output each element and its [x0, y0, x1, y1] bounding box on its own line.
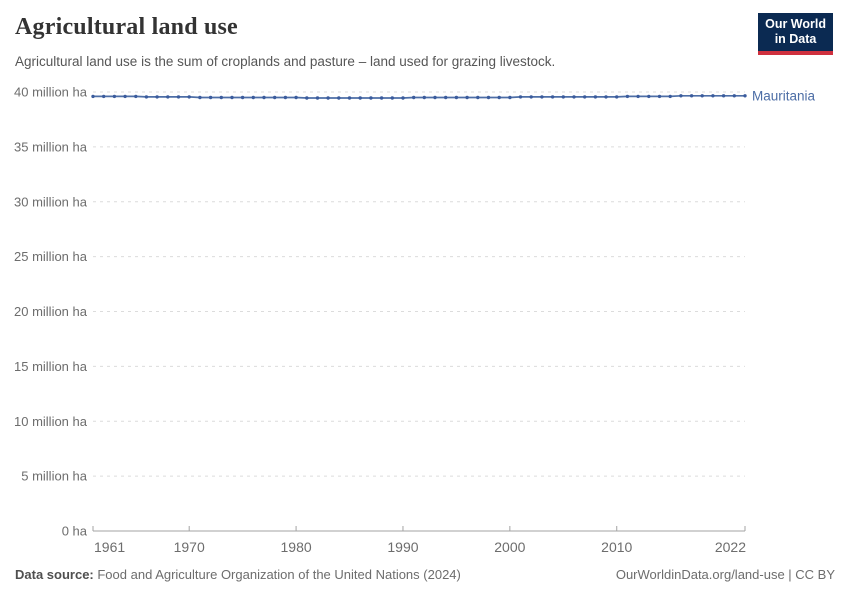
data-source-text: Food and Agriculture Organization of the…: [93, 567, 461, 582]
y-axis-label: 35 million ha: [14, 139, 88, 154]
data-point[interactable]: [476, 95, 480, 100]
y-axis-label: 0 ha: [62, 524, 88, 539]
chart-footer: Data source: Food and Agriculture Organi…: [15, 567, 835, 582]
y-axis-label: 30 million ha: [14, 194, 88, 209]
data-point[interactable]: [412, 95, 416, 100]
data-point[interactable]: [444, 95, 448, 100]
y-axis-label: 40 million ha: [14, 85, 88, 100]
data-point[interactable]: [369, 96, 373, 100]
data-point[interactable]: [636, 94, 640, 99]
data-point[interactable]: [700, 94, 704, 98]
y-axis-label: 5 million ha: [21, 469, 88, 484]
x-axis-label: 1990: [387, 539, 418, 555]
x-axis-label: 2010: [601, 539, 632, 555]
page-title: Agricultural land use: [15, 14, 238, 40]
owid-link[interactable]: OurWorldinData.org/land-use | CC BY: [615, 567, 835, 582]
data-point[interactable]: [732, 94, 736, 98]
data-point[interactable]: [230, 95, 234, 100]
data-point[interactable]: [390, 96, 394, 100]
data-point[interactable]: [262, 95, 266, 100]
data-point[interactable]: [433, 95, 437, 100]
data-point[interactable]: [508, 95, 512, 100]
data-point[interactable]: [176, 95, 181, 99]
x-axis-label: 2022: [715, 539, 746, 555]
series-label: Mauritania: [752, 88, 816, 103]
data-point[interactable]: [102, 94, 106, 99]
owid-logo: Our World in Data: [758, 13, 833, 55]
data-point[interactable]: [337, 96, 341, 100]
data-point[interactable]: [465, 95, 469, 100]
data-point[interactable]: [166, 95, 170, 99]
y-axis-label: 15 million ha: [14, 359, 88, 374]
x-axis-label: 1961: [94, 539, 125, 555]
data-point[interactable]: [401, 96, 405, 100]
data-point[interactable]: [283, 95, 288, 100]
y-axis-label: 25 million ha: [14, 249, 88, 264]
data-point[interactable]: [647, 94, 651, 99]
data-point[interactable]: [668, 94, 672, 99]
data-point[interactable]: [219, 95, 223, 100]
owid-logo-line1: Our World: [765, 17, 826, 31]
data-point[interactable]: [198, 95, 202, 100]
data-point[interactable]: [497, 95, 501, 100]
owid-logo-line2: in Data: [774, 32, 817, 47]
data-point[interactable]: [208, 95, 213, 100]
data-point[interactable]: [155, 95, 159, 99]
data-source-label: Data source:: [15, 567, 94, 582]
data-point[interactable]: [326, 96, 330, 100]
data-point[interactable]: [561, 95, 565, 99]
data-point[interactable]: [187, 95, 191, 99]
data-point[interactable]: [422, 95, 426, 100]
y-axis-label: 20 million ha: [14, 304, 88, 319]
data-point[interactable]: [379, 96, 384, 100]
data-point[interactable]: [615, 95, 619, 99]
data-point[interactable]: [518, 95, 523, 99]
data-point[interactable]: [689, 94, 694, 98]
data-point[interactable]: [743, 94, 747, 98]
data-point[interactable]: [358, 96, 362, 100]
data-point[interactable]: [721, 94, 726, 98]
data-point[interactable]: [112, 94, 117, 99]
x-axis-label: 1980: [281, 539, 312, 555]
data-point[interactable]: [583, 95, 587, 99]
data-point[interactable]: [240, 95, 245, 100]
data-point[interactable]: [315, 96, 320, 100]
data-point[interactable]: [273, 95, 277, 100]
data-point[interactable]: [347, 96, 352, 100]
chart-subtitle: Agricultural land use is the sum of crop…: [15, 54, 556, 69]
data-point[interactable]: [572, 95, 576, 99]
data-point[interactable]: [305, 96, 309, 100]
data-point[interactable]: [657, 94, 662, 99]
data-point[interactable]: [593, 95, 598, 99]
data-point[interactable]: [625, 94, 630, 99]
data-point[interactable]: [604, 95, 608, 99]
data-point[interactable]: [454, 95, 459, 100]
data-point[interactable]: [529, 95, 533, 99]
data-source: Data source: Food and Agriculture Organi…: [15, 567, 461, 582]
data-point[interactable]: [123, 94, 127, 99]
data-point[interactable]: [251, 95, 255, 100]
x-axis-label: 1970: [174, 539, 205, 555]
data-point[interactable]: [294, 95, 298, 100]
data-point[interactable]: [134, 94, 138, 99]
data-point[interactable]: [679, 94, 683, 98]
x-axis-label: 2000: [494, 539, 525, 555]
data-point[interactable]: [144, 95, 149, 99]
data-point[interactable]: [550, 95, 555, 99]
data-line[interactable]: [93, 94, 745, 99]
data-point[interactable]: [711, 94, 715, 98]
y-axis-label: 10 million ha: [14, 414, 88, 429]
data-point[interactable]: [540, 95, 544, 99]
data-point[interactable]: [486, 95, 491, 100]
data-point[interactable]: [91, 94, 95, 99]
